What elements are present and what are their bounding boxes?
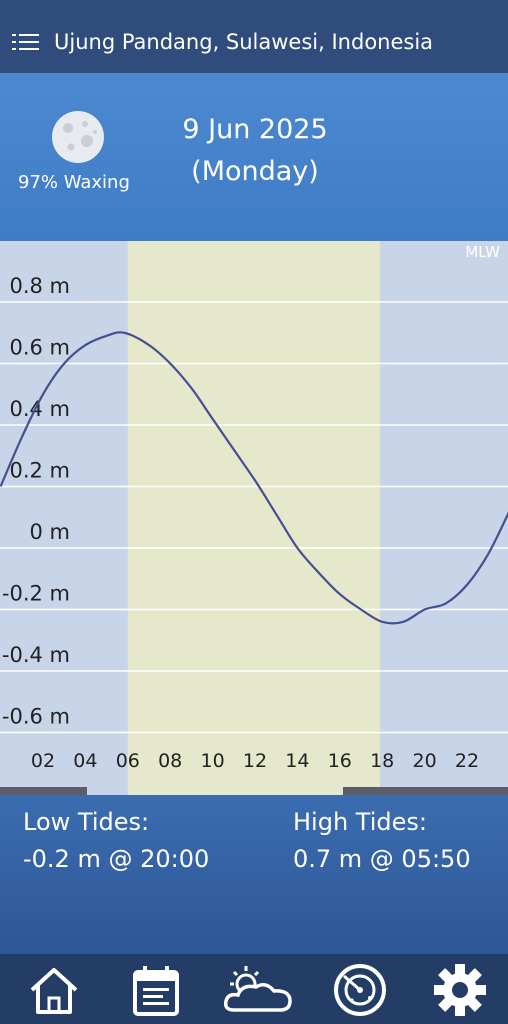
y-tick-label: 0.2 m [9,459,70,483]
x-tick-label: 06 [116,750,140,772]
y-tick-label: -0.4 m [2,643,70,667]
hamburger-list-icon[interactable] [10,31,44,55]
x-tick-label: 10 [201,750,225,772]
tide-summary-panel [0,795,508,954]
y-tick-label: 0.8 m [9,274,70,298]
weekday-label: (Monday) [191,156,319,187]
moon-icon [51,110,105,164]
x-tick-label: 02 [31,750,55,772]
y-tick-label: -0.2 m [2,582,70,606]
y-tick-label: 0.6 m [9,336,70,360]
app-header: Ujung Pandang, Sulawesi, Indonesia [0,0,508,73]
calendar-list-icon[interactable] [126,962,186,1018]
x-tick-label: 12 [243,750,267,772]
daylight-band [127,241,381,796]
moon-phase-label: 97% Waxing [18,172,130,193]
settings-gear-icon[interactable] [430,962,490,1018]
y-tick-label: -0.6 m [2,705,70,729]
datum-label: MLW [465,243,500,261]
date-label: 9 Jun 2025 [182,114,328,145]
x-tick-label: 18 [370,750,394,772]
x-tick-label: 14 [285,750,309,772]
low-tides-heading: Low Tides: [23,808,150,836]
x-tick-label: 08 [158,750,182,772]
low-tide-value: -0.2 m @ 20:00 [23,845,210,873]
scroll-indicator-right [343,787,508,795]
sun-cloud-weather-icon[interactable] [220,962,296,1018]
tide-curve [0,331,508,625]
high-tides-heading: High Tides: [293,808,427,836]
high-tide-value: 0.7 m @ 05:50 [293,845,471,873]
y-tick-label: 0 m [30,520,71,544]
location-title[interactable]: Ujung Pandang, Sulawesi, Indonesia [54,30,434,54]
home-icon[interactable] [24,962,84,1018]
x-tick-label: 04 [73,750,97,772]
x-tick-label: 20 [413,750,437,772]
x-tick-label: 16 [328,750,352,772]
scroll-indicator-left [0,787,87,795]
x-tick-label: 22 [455,750,479,772]
radar-icon[interactable] [330,962,390,1018]
